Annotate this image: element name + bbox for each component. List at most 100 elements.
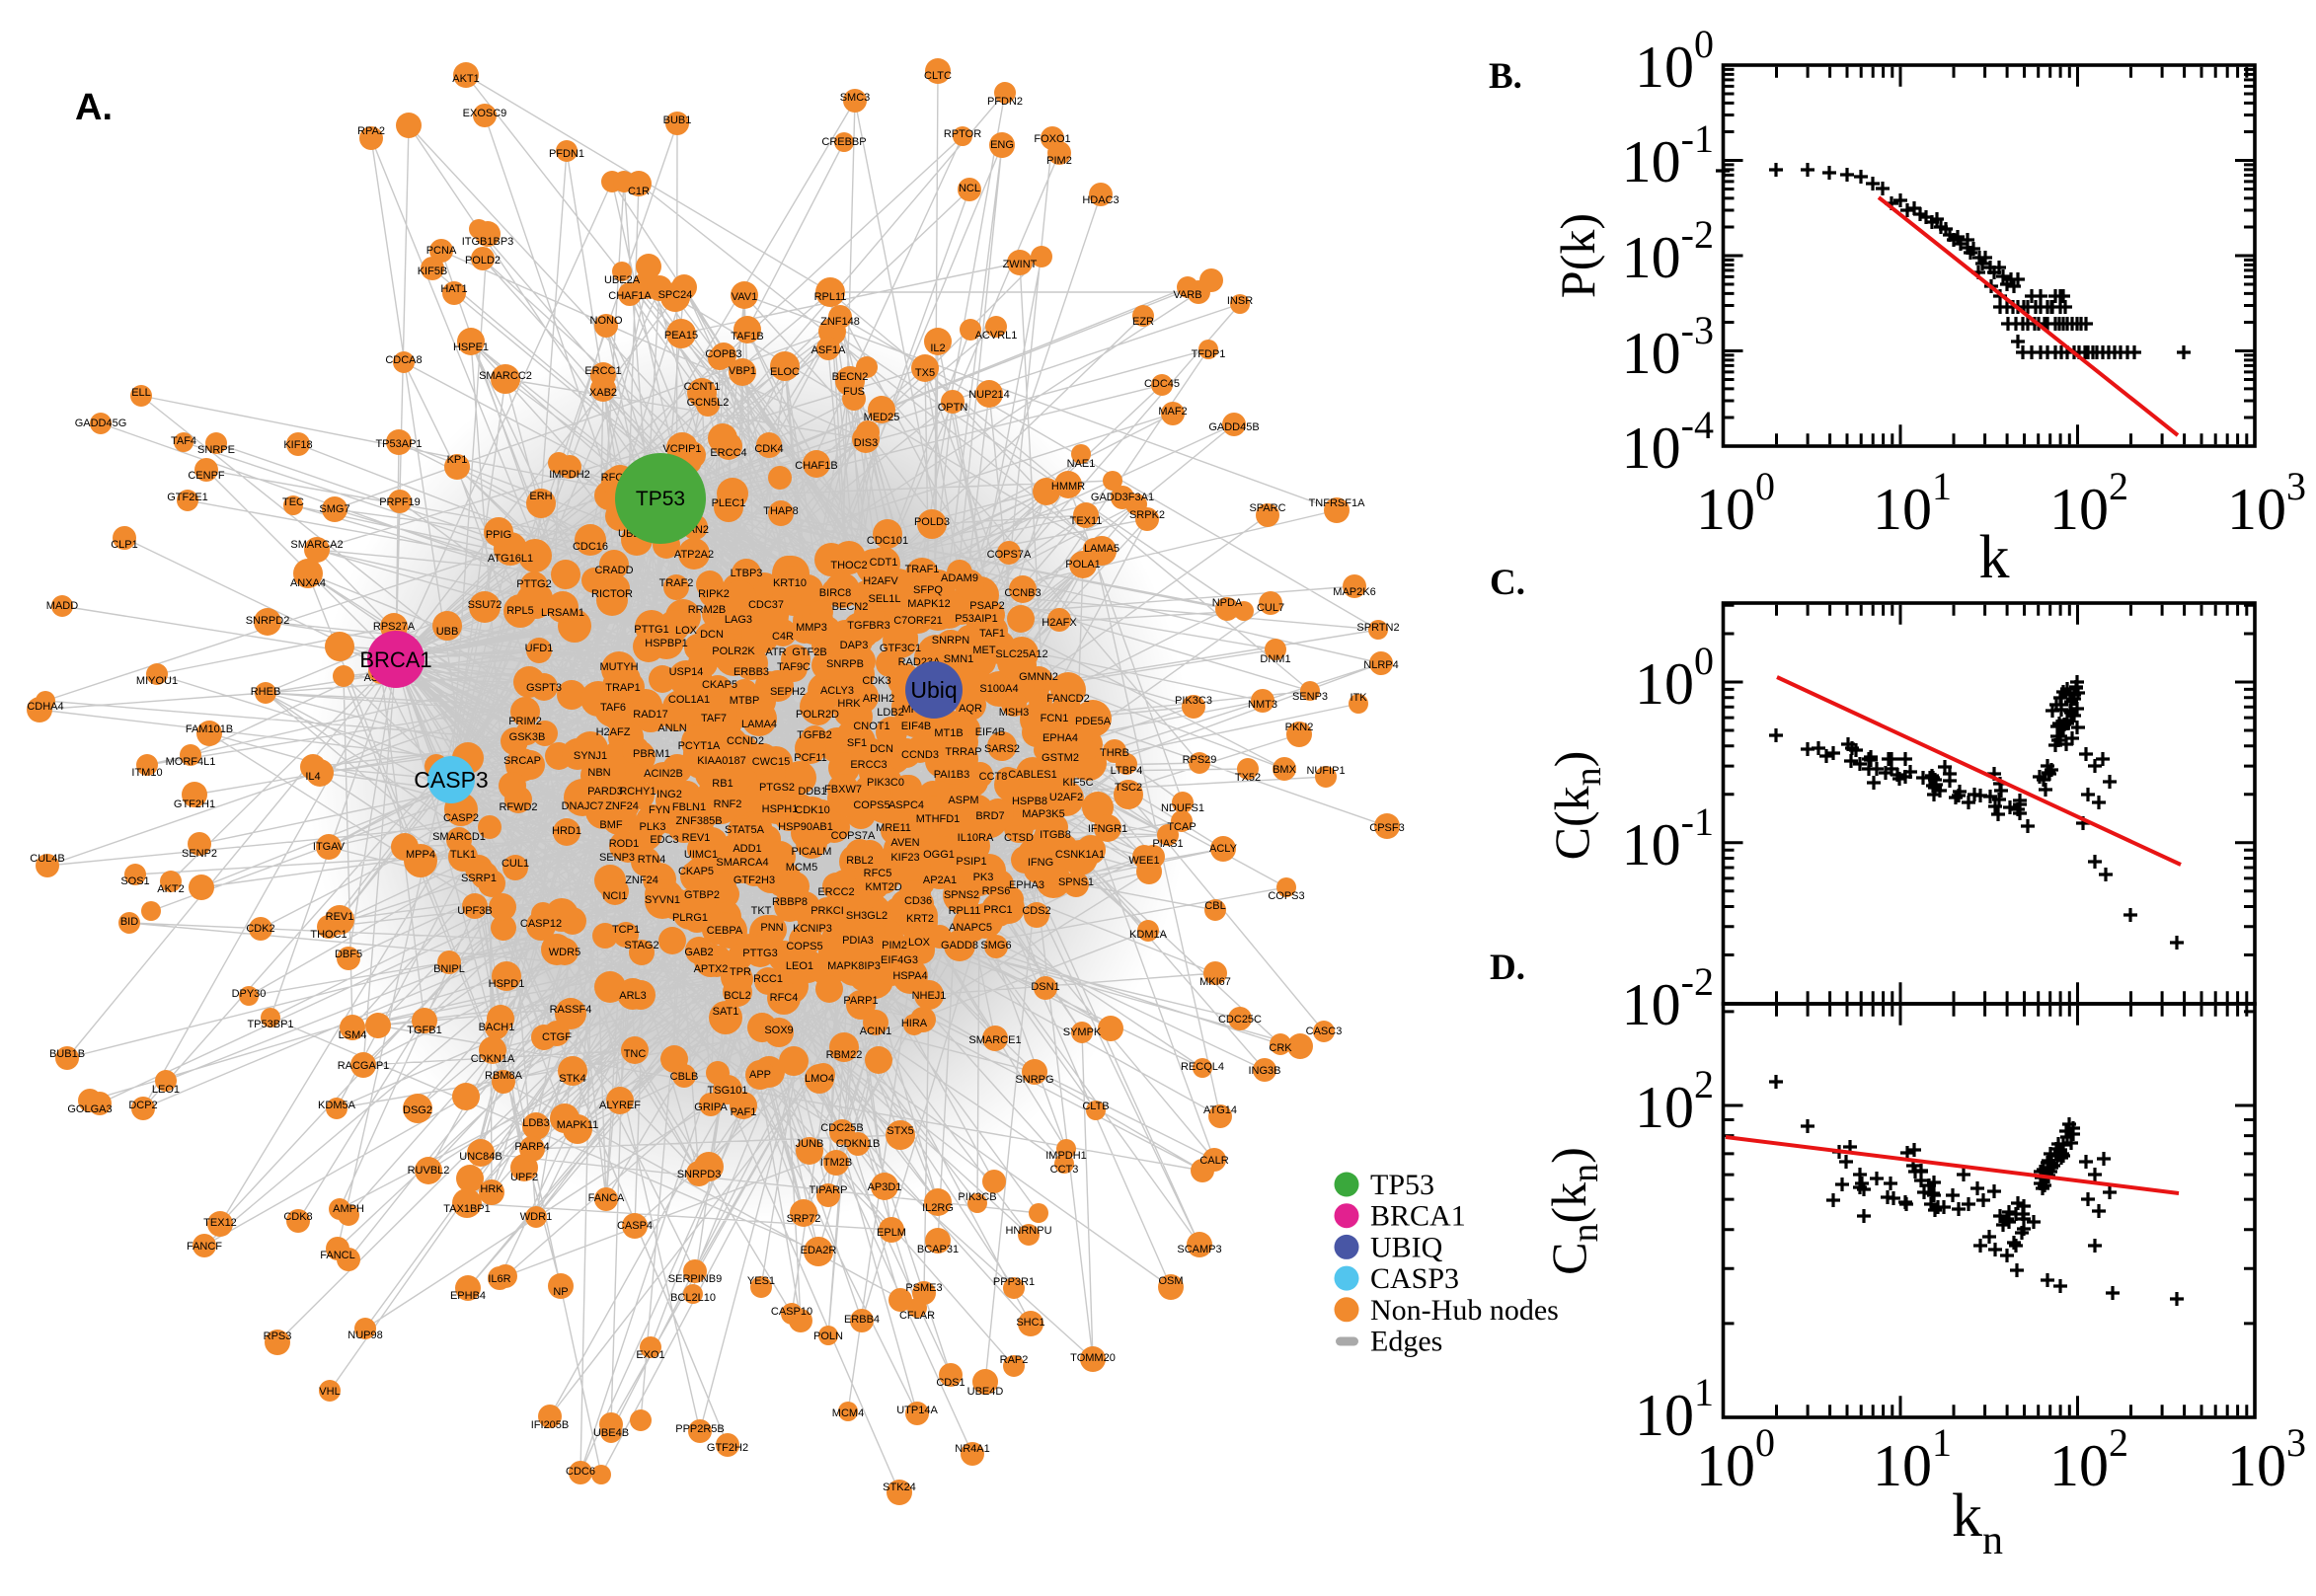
svg-text:PLK3: PLK3: [640, 821, 666, 833]
svg-text:TEX12: TEX12: [203, 1217, 237, 1229]
svg-text:101: 101: [1635, 1370, 1714, 1448]
svg-text:STK24: STK24: [883, 1482, 916, 1493]
svg-text:SMC3: SMC3: [840, 92, 871, 104]
svg-text:DCP2: DCP2: [128, 1100, 157, 1111]
svg-text:HAT1: HAT1: [440, 283, 467, 295]
svg-text:DCN: DCN: [700, 629, 724, 641]
svg-text:PPP2R5B: PPP2R5B: [675, 1423, 725, 1435]
svg-text:TX52: TX52: [1235, 772, 1261, 784]
svg-text:XAB2: XAB2: [589, 387, 617, 399]
svg-text:EIF4B: EIF4B: [975, 726, 1006, 738]
svg-text:ATG16L1: ATG16L1: [488, 553, 533, 565]
svg-text:PPIG: PPIG: [486, 529, 511, 541]
svg-text:WDR1: WDR1: [520, 1211, 552, 1223]
svg-text:COL1A1: COL1A1: [668, 694, 710, 706]
svg-text:CUL7: CUL7: [1257, 602, 1284, 614]
svg-text:MPP4: MPP4: [406, 849, 435, 861]
svg-text:NR4A1: NR4A1: [955, 1443, 989, 1455]
svg-text:PRKCI: PRKCI: [811, 905, 844, 917]
svg-text:SNRPD3: SNRPD3: [677, 1169, 722, 1180]
svg-text:RPL11: RPL11: [949, 905, 981, 917]
svg-text:BRCA1: BRCA1: [1370, 1200, 1466, 1233]
svg-text:ZNF148: ZNF148: [820, 316, 860, 328]
svg-text:LMO4: LMO4: [805, 1073, 834, 1085]
svg-text:FANCD2: FANCD2: [1046, 693, 1089, 705]
svg-text:SSRP1: SSRP1: [461, 873, 497, 884]
svg-text:MAPK11: MAPK11: [557, 1119, 599, 1131]
svg-text:CASC3: CASC3: [1306, 1026, 1343, 1037]
svg-text:SMARCA4: SMARCA4: [716, 857, 768, 869]
svg-text:PAF1: PAF1: [731, 1106, 757, 1118]
svg-text:LDB2: LDB2: [877, 707, 904, 719]
svg-text:MORF4L1: MORF4L1: [166, 756, 216, 768]
svg-text:PIK3C3: PIK3C3: [1175, 695, 1212, 707]
svg-text:CASP2: CASP2: [443, 812, 479, 824]
svg-text:TSG101: TSG101: [708, 1085, 748, 1097]
svg-text:RB1: RB1: [712, 778, 733, 790]
svg-text:CKAP5: CKAP5: [702, 679, 737, 691]
svg-text:COPS5: COPS5: [853, 799, 889, 811]
svg-text:SRP72: SRP72: [787, 1213, 821, 1225]
svg-text:PKN2: PKN2: [1285, 722, 1314, 733]
svg-text:CDT1: CDT1: [870, 557, 898, 569]
svg-text:MAF2: MAF2: [1158, 406, 1187, 418]
svg-text:GTF2H1: GTF2H1: [174, 798, 215, 810]
svg-text:MIYOU1: MIYOU1: [136, 675, 178, 687]
svg-text:P53AIP1: P53AIP1: [955, 613, 997, 625]
svg-text:ANXA4: ANXA4: [290, 577, 326, 589]
svg-text:PIK3C0: PIK3C0: [867, 777, 904, 789]
svg-text:CDC25C: CDC25C: [1218, 1014, 1262, 1026]
svg-text:MAPK12: MAPK12: [907, 598, 950, 610]
svg-text:ITK: ITK: [1350, 692, 1367, 704]
svg-text:CTSD: CTSD: [1004, 832, 1034, 844]
svg-text:102: 102: [2049, 464, 2128, 542]
svg-text:H2AFZ: H2AFZ: [596, 726, 631, 738]
svg-text:POLA1: POLA1: [1065, 559, 1100, 570]
svg-text:Ubiq: Ubiq: [910, 677, 957, 703]
svg-text:100: 100: [1635, 639, 1714, 717]
svg-text:PSME3: PSME3: [905, 1282, 942, 1294]
svg-text:EPHA4: EPHA4: [1042, 732, 1078, 744]
svg-text:ASPC4: ASPC4: [888, 799, 924, 811]
svg-text:ITM10: ITM10: [131, 767, 162, 779]
svg-text:TAF1B: TAF1B: [731, 331, 763, 342]
svg-text:SMARCD1: SMARCD1: [432, 831, 486, 843]
svg-text:LAMA5: LAMA5: [1084, 543, 1119, 555]
svg-text:RBM22: RBM22: [826, 1049, 863, 1061]
svg-text:PLEC1: PLEC1: [712, 497, 746, 509]
svg-text:IFNGR1: IFNGR1: [1088, 823, 1127, 835]
svg-text:COPB3: COPB3: [705, 348, 741, 360]
svg-text:AQR: AQR: [959, 703, 982, 715]
svg-text:CENPF: CENPF: [188, 470, 225, 482]
svg-text:ING3B: ING3B: [1248, 1065, 1280, 1077]
svg-text:PRPF19: PRPF19: [379, 496, 421, 508]
svg-text:CDC6: CDC6: [566, 1466, 595, 1478]
svg-text:VARB: VARB: [1173, 289, 1201, 301]
svg-text:ITGB8: ITGB8: [1040, 829, 1071, 841]
svg-text:PDIA3: PDIA3: [842, 935, 874, 947]
svg-text:DIS3: DIS3: [854, 437, 878, 449]
svg-text:PARD3: PARD3: [587, 786, 623, 798]
svg-text:102: 102: [2049, 1420, 2128, 1498]
svg-text:TAF4: TAF4: [171, 435, 196, 447]
svg-text:RTN4: RTN4: [638, 854, 666, 866]
svg-text:BUB1B: BUB1B: [49, 1048, 85, 1060]
svg-text:ZWINT: ZWINT: [1003, 259, 1038, 270]
svg-text:ERCC4: ERCC4: [710, 447, 746, 459]
svg-text:IL2RG: IL2RG: [922, 1202, 954, 1214]
svg-text:GTF2E1: GTF2E1: [167, 492, 208, 503]
svg-text:COPS7A: COPS7A: [831, 830, 876, 842]
svg-text:SSU72: SSU72: [468, 599, 502, 611]
svg-text:CLTC: CLTC: [924, 70, 952, 82]
svg-text:CDK3: CDK3: [862, 675, 890, 687]
svg-text:CHAF1B: CHAF1B: [795, 460, 837, 472]
svg-text:ANLN: ANLN: [657, 722, 686, 734]
svg-text:BECN2: BECN2: [832, 601, 869, 613]
svg-text:BUB1: BUB1: [663, 114, 692, 126]
svg-text:BECN2: BECN2: [832, 371, 869, 383]
svg-text:HSPD1: HSPD1: [489, 978, 525, 990]
svg-text:SMARCC2: SMARCC2: [479, 370, 532, 382]
svg-text:UPF2: UPF2: [510, 1172, 538, 1183]
svg-text:KIAA0187: KIAA0187: [697, 755, 746, 767]
svg-text:HNRNPU: HNRNPU: [1005, 1225, 1051, 1237]
